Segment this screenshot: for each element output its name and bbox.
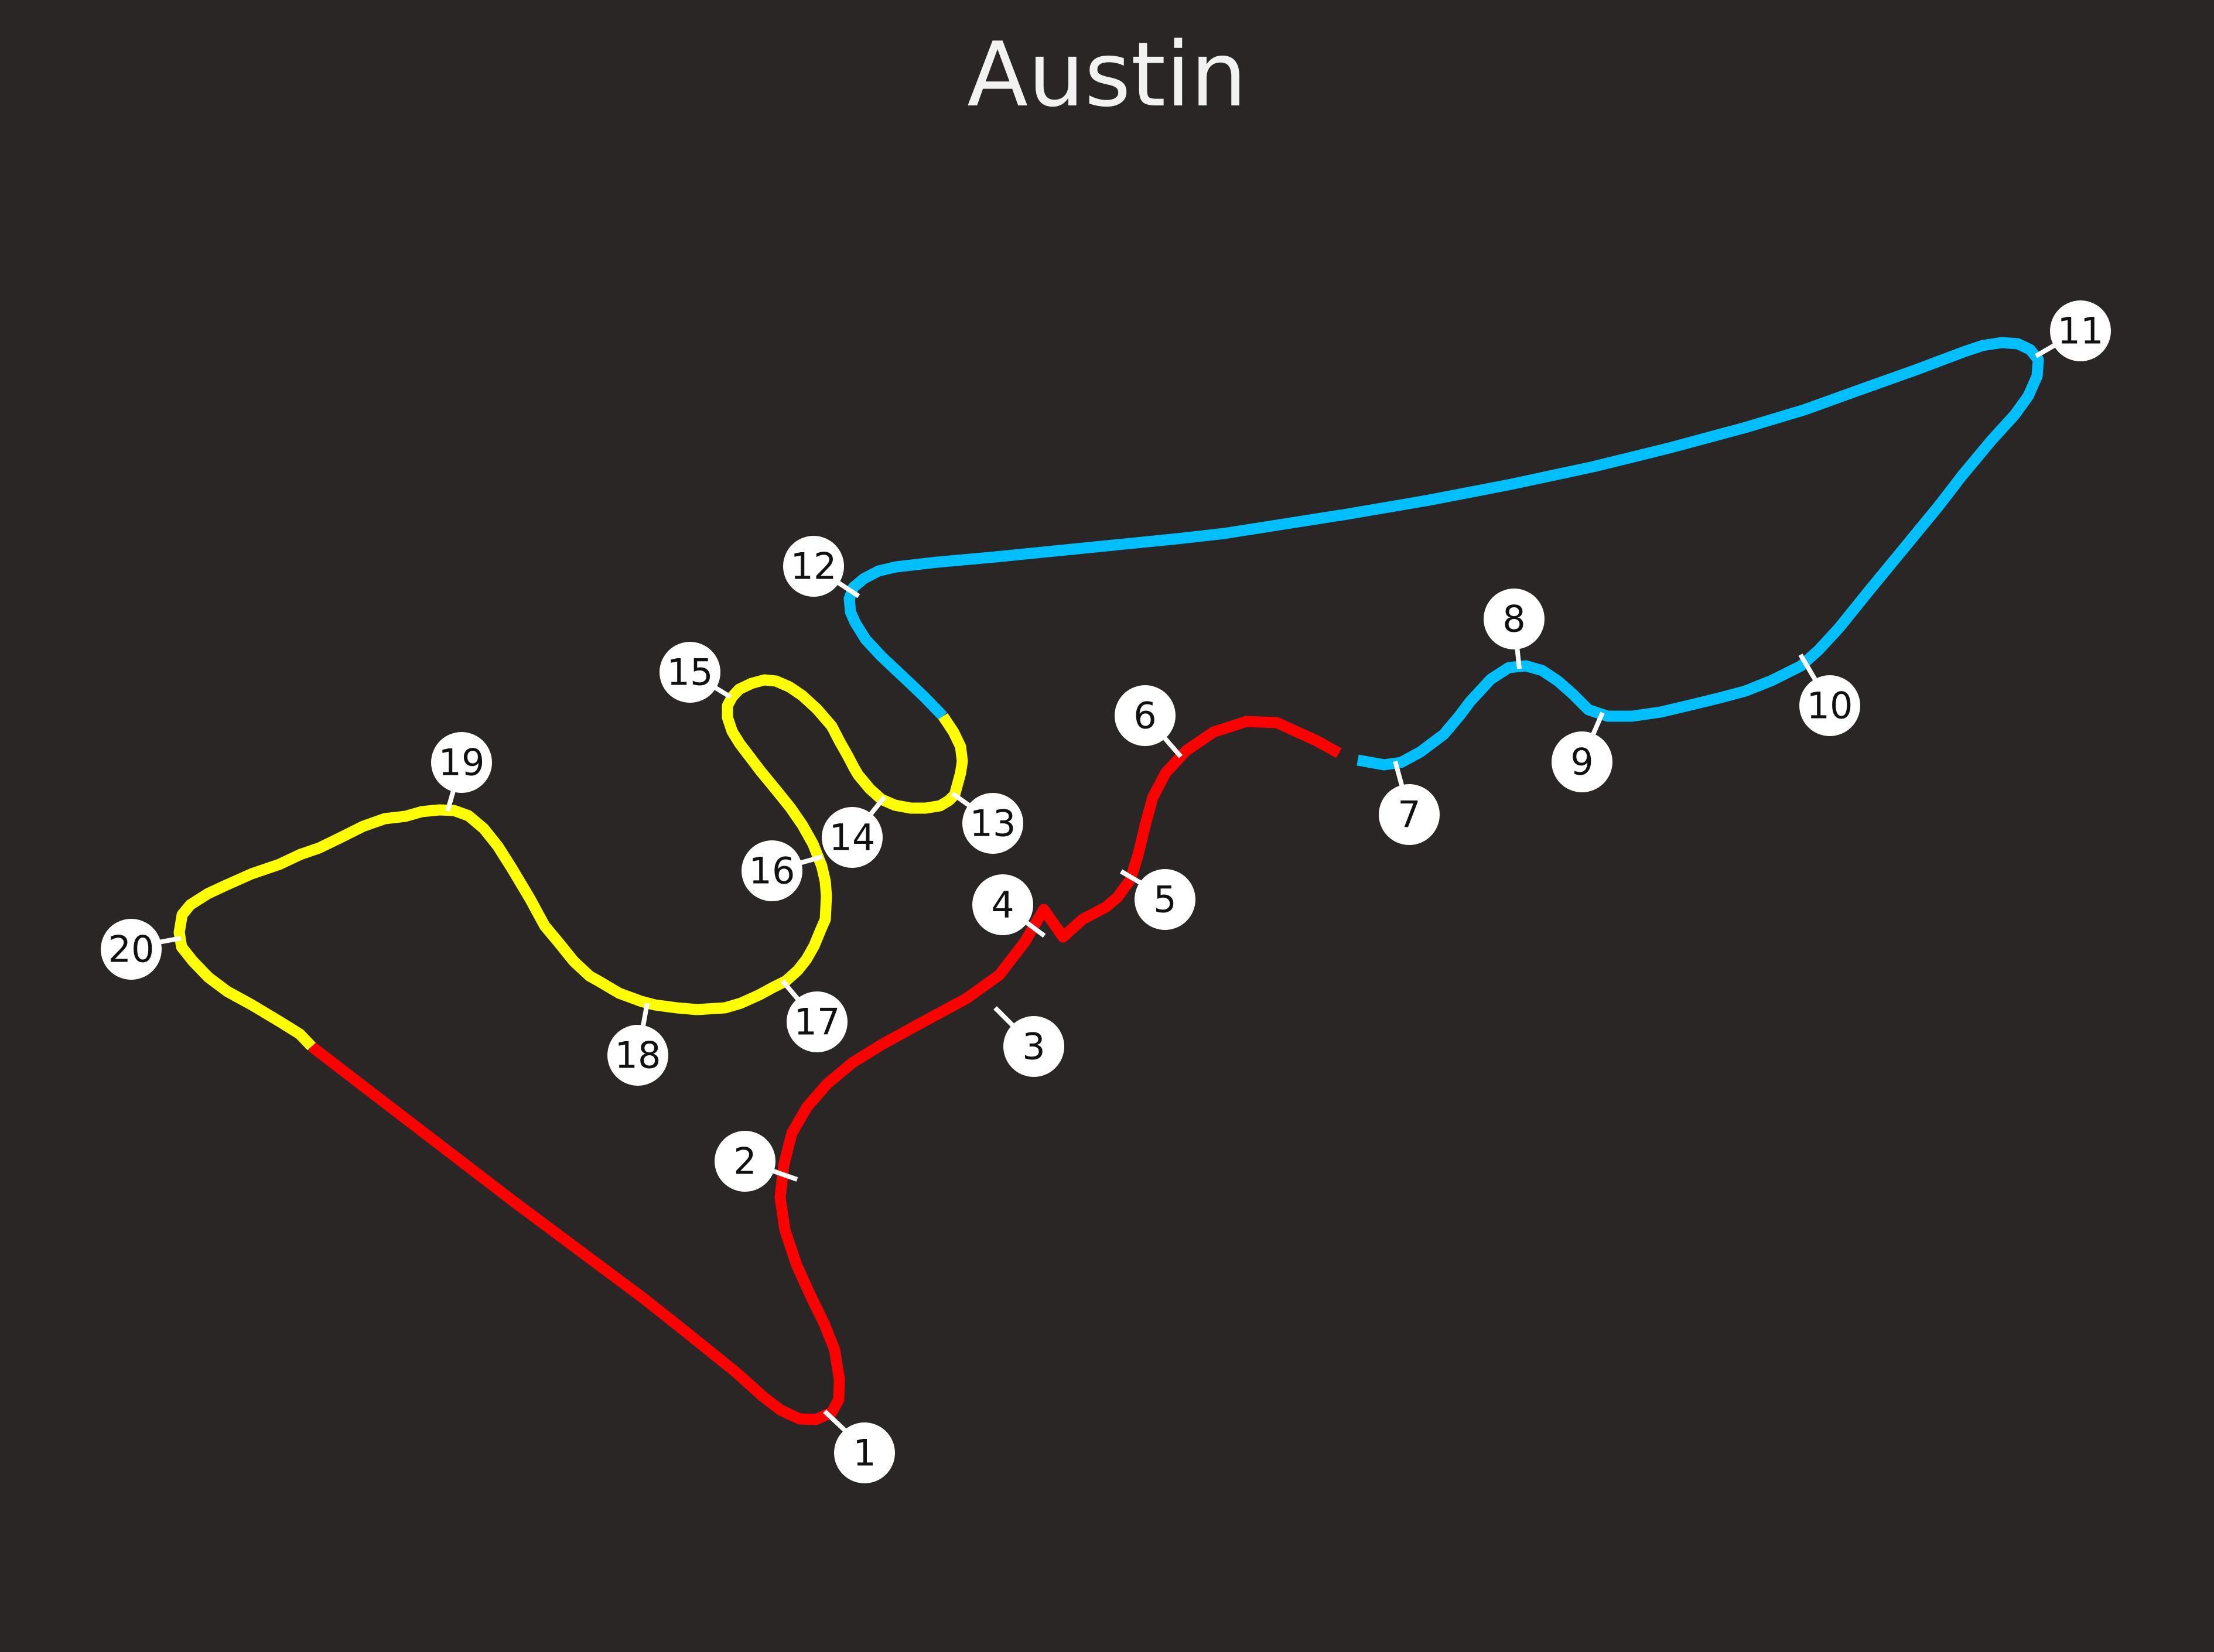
corner-marker-8: 8 — [1484, 589, 1545, 649]
sector-3-path — [173, 674, 968, 1051]
corner-label: 9 — [1570, 741, 1593, 784]
corner-marker-circle — [783, 536, 844, 597]
map-title: Austin — [967, 23, 1247, 126]
corner-marker-circle — [972, 874, 1033, 935]
corner-label: 16 — [749, 850, 795, 892]
corner-marker-3: 3 — [1003, 1016, 1064, 1077]
corner-marker-14: 14 — [822, 807, 883, 868]
corner-marker-circle — [1552, 731, 1612, 792]
corner-marker-circle — [101, 919, 162, 980]
corner-marker-17: 17 — [787, 991, 848, 1052]
corner-label: 14 — [829, 816, 876, 859]
corner-marker-5: 5 — [1135, 869, 1195, 930]
corner-marker-9: 9 — [1552, 731, 1612, 792]
corner-label: 5 — [1153, 878, 1176, 921]
corner-marker-4: 4 — [972, 874, 1033, 935]
corner-marker-circle — [660, 642, 720, 703]
corner-label: 15 — [667, 651, 713, 694]
corner-marker-circle — [607, 1025, 668, 1086]
corner-marker-circle — [834, 1422, 895, 1483]
corner-label: 7 — [1398, 793, 1420, 836]
corner-label: 11 — [2058, 310, 2104, 353]
corner-marker-circle — [742, 840, 802, 901]
corner-marker-16: 16 — [742, 840, 802, 901]
corner-label: 4 — [991, 884, 1014, 926]
sector-1-path — [308, 716, 1342, 1425]
corner-label: 13 — [970, 802, 1016, 845]
corner-label: 20 — [108, 928, 155, 971]
corner-marker-circle — [1003, 1016, 1064, 1077]
corner-marker-11: 11 — [2050, 300, 2111, 361]
corner-marker-20: 20 — [101, 919, 162, 980]
sector-2-path — [843, 337, 2044, 771]
corner-marker-circle — [715, 1131, 775, 1192]
corner-marker-circle — [1135, 869, 1195, 930]
corner-marker-7: 7 — [1379, 784, 1440, 845]
corner-marker-circle — [1379, 784, 1440, 845]
corner-marker-circle — [1799, 675, 1860, 736]
corner-marker-circle — [822, 807, 883, 868]
corner-marker-circle — [2050, 300, 2111, 361]
corner-marker-13: 13 — [962, 793, 1023, 854]
corner-marker-2: 2 — [715, 1131, 775, 1192]
corner-marker-12: 12 — [783, 536, 844, 597]
corner-label: 8 — [1502, 598, 1525, 641]
corner-label: 19 — [439, 741, 485, 784]
corner-label: 3 — [1022, 1025, 1045, 1068]
corner-label: 10 — [1807, 685, 1853, 727]
corner-label: 2 — [733, 1140, 756, 1183]
corner-label: 6 — [1133, 695, 1156, 737]
corner-marker-18: 18 — [607, 1025, 668, 1086]
corner-label: 12 — [791, 545, 837, 588]
corner-marker-circle — [1484, 589, 1545, 649]
corner-marker-circle — [1115, 685, 1176, 746]
corner-marker-circle — [431, 732, 492, 793]
corner-marker-1: 1 — [834, 1422, 895, 1483]
corner-marker-circle — [787, 991, 848, 1052]
corner-label: 1 — [853, 1432, 876, 1475]
corner-marker-19: 19 — [431, 732, 492, 793]
corner-marker-6: 6 — [1115, 685, 1176, 746]
corner-marker-10: 10 — [1799, 675, 1860, 736]
corner-marker-15: 15 — [660, 642, 720, 703]
corner-label: 18 — [615, 1034, 661, 1077]
corner-label: 17 — [794, 1001, 840, 1044]
corner-marker-circle — [962, 793, 1023, 854]
